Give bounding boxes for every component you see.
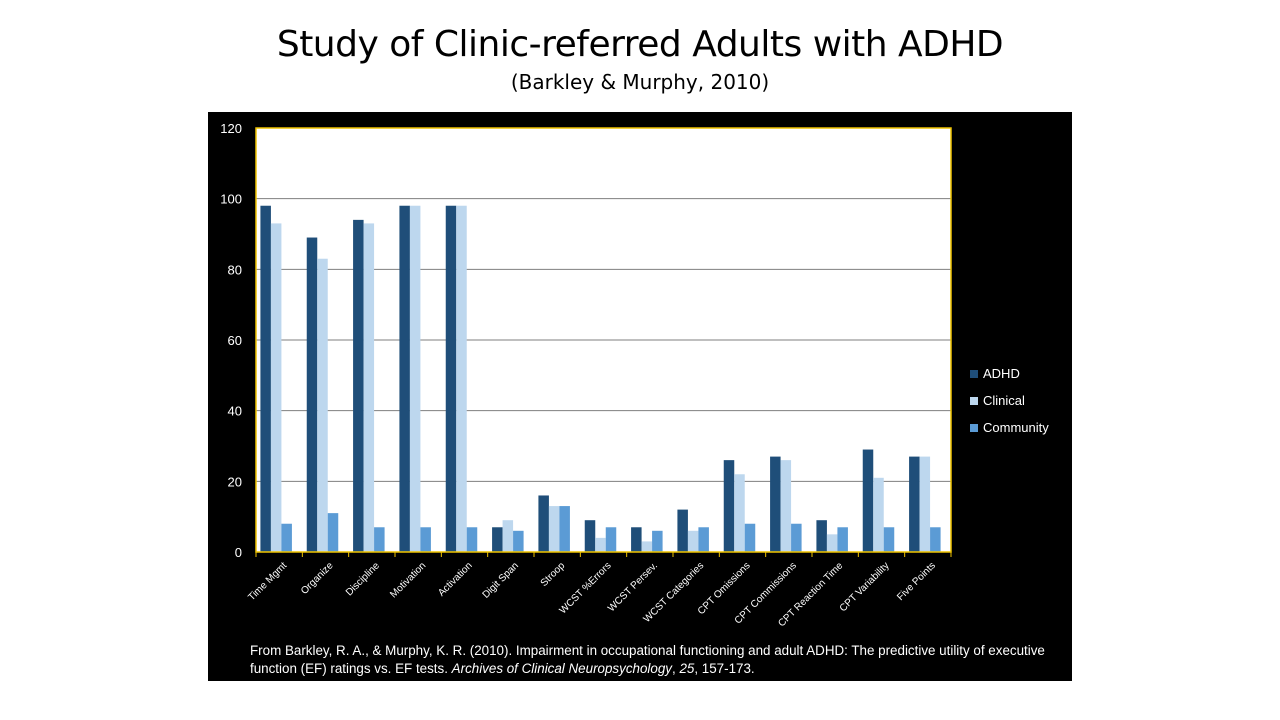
x-tick-label: Motivation: [388, 560, 428, 600]
bar-clinical-wcst-persev: [641, 541, 653, 552]
y-tick-label: 0: [235, 545, 242, 560]
y-tick-label: 20: [228, 474, 242, 489]
y-tick-label: 100: [220, 192, 242, 207]
citation-volume: 25: [679, 661, 695, 676]
bar-community-digit-span: [513, 530, 524, 552]
citation-separator: ,: [671, 661, 680, 676]
bar-community-organize: [327, 513, 339, 552]
bar-chart: 0 20 40 60 80 100 120 Time Mgmt Organize Discipli…: [220, 121, 952, 629]
bar-clinical-time-mgmt: [270, 223, 282, 552]
legend-item-adhd: ADHD: [970, 360, 1049, 387]
x-tick-label: CPT Variability: [838, 560, 892, 614]
x-tick-label: Stroop: [539, 560, 568, 589]
bar-community-cpt-commissions: [791, 523, 802, 552]
chart-legend: ADHD Clinical Community: [970, 360, 1049, 441]
bar-adhd-wcst-categories: [677, 509, 688, 552]
legend-swatch: [970, 396, 978, 405]
bar-community-wcst-categories: [698, 527, 709, 552]
bar-adhd-digit-span: [492, 527, 503, 552]
x-tick-label: Discipline: [344, 560, 382, 598]
bar-community-cpt-reaction-time: [837, 527, 848, 552]
bar-adhd-time-mgmt: [260, 205, 271, 552]
bar-community-wcst-persev: [652, 530, 663, 552]
bar-adhd-cpt-variability: [862, 449, 874, 552]
x-tick-label: Time Mgmt: [246, 560, 289, 603]
bar-adhd-wcst-errors: [584, 520, 596, 552]
bar-community-cpt-omissions: [744, 523, 756, 552]
bar-community-five-points: [930, 527, 941, 552]
bar-clinical-cpt-reaction-time: [826, 534, 838, 552]
bar-clinical-activation: [456, 205, 467, 552]
citation: From Barkley, R. A., & Murphy, K. R. (20…: [250, 642, 1050, 678]
bar-adhd-wcst-persev: [631, 527, 642, 552]
bar-community-discipline: [374, 527, 385, 552]
x-tick-label: Organize: [299, 560, 336, 597]
legend-item-clinical: Clinical: [970, 387, 1049, 414]
citation-text: From Barkley, R. A., & Murphy, K. R. (20…: [250, 643, 1045, 676]
legend-item-community: Community: [970, 414, 1049, 441]
plot-border: [255, 127, 952, 553]
x-tick-label: Five Points: [895, 560, 938, 603]
y-tick-label: 60: [228, 333, 242, 348]
y-tick-label: 120: [220, 121, 242, 136]
x-tick-label: Activation: [436, 560, 474, 598]
bar-adhd-motivation: [399, 205, 410, 552]
slide-subtitle: (Barkley & Murphy, 2010): [510, 70, 770, 94]
bar-adhd-stroop: [538, 495, 549, 552]
bar-adhd-activation: [445, 205, 457, 552]
bar-community-stroop: [559, 506, 570, 552]
bar-adhd-five-points: [909, 456, 920, 552]
slide-title: Study of Clinic-referred Adults with ADH…: [276, 24, 1004, 65]
bar-community-time-mgmt: [281, 523, 292, 552]
y-tick-label: 80: [228, 262, 242, 277]
bar-clinical-organize: [317, 258, 328, 552]
bar-clinical-wcst-categories: [687, 530, 699, 552]
bar-community-motivation: [420, 527, 431, 552]
bar-community-activation: [466, 527, 478, 552]
bar-clinical-five-points: [919, 456, 931, 552]
bar-clinical-stroop: [548, 506, 560, 552]
legend-label: Clinical: [983, 393, 1025, 408]
bar-clinical-digit-span: [502, 520, 514, 552]
bar-clinical-cpt-omissions: [734, 474, 745, 552]
bar-community-wcst-errors: [605, 527, 617, 552]
citation-journal: Archives of Clinical Neuropsychology: [451, 661, 672, 676]
bar-community-cpt-variability: [883, 527, 895, 552]
bar-clinical-cpt-variability: [873, 477, 884, 552]
legend-swatch: [970, 423, 978, 432]
bar-adhd-cpt-reaction-time: [816, 520, 827, 552]
bar-clinical-wcst-errors: [595, 537, 606, 552]
citation-pages: , 157-173.: [694, 661, 755, 676]
legend-label: ADHD: [983, 366, 1020, 381]
bar-adhd-cpt-omissions: [723, 460, 735, 552]
x-tick-label: Digit Span: [481, 560, 521, 600]
bar-clinical-cpt-commissions: [780, 460, 792, 552]
chart-panel: 0 20 40 60 80 100 120 Time Mgmt Organize Discipli…: [208, 112, 1072, 681]
bar-clinical-motivation: [409, 205, 421, 552]
bar-adhd-organize: [306, 237, 318, 552]
bar-clinical-discipline: [363, 223, 375, 552]
bar-adhd-cpt-commissions: [770, 456, 781, 552]
legend-swatch: [970, 369, 978, 378]
bar-adhd-discipline: [353, 219, 364, 552]
y-tick-label: 40: [228, 404, 242, 419]
legend-label: Community: [983, 420, 1049, 435]
